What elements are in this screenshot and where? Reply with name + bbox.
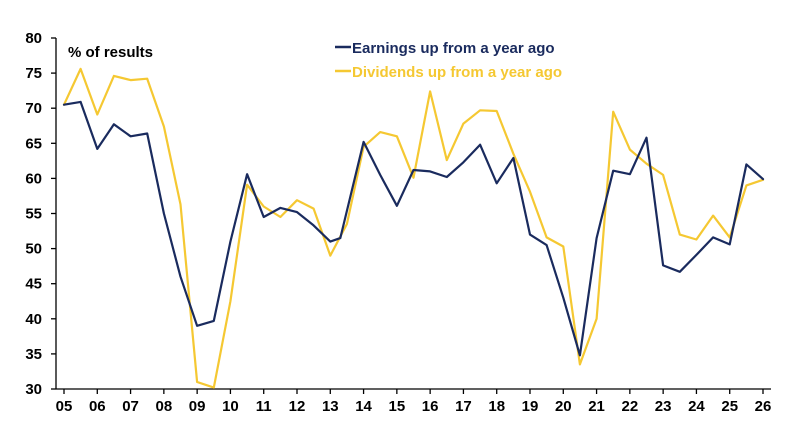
x-tick-label: 24 <box>688 398 705 415</box>
x-tick-label: 07 <box>122 398 139 415</box>
series-layer <box>62 67 765 389</box>
unit-label: % of results <box>68 44 153 61</box>
y-tick-label: 30 <box>25 381 42 398</box>
series-line-dividends <box>62 67 765 389</box>
y-tick-label: 50 <box>25 241 42 258</box>
y-axis: 30 35 40 45 50 55 60 65 70 75 80 <box>25 30 57 398</box>
x-tick-label: 05 <box>56 398 73 415</box>
x-tick-label: 26 <box>755 398 772 415</box>
y-tick-label: 55 <box>25 206 42 223</box>
series-line-earnings <box>62 100 765 357</box>
x-axis: 05 06 07 08 09 10 11 12 13 14 15 16 17 18 19 20 21 22 23 24… <box>56 388 772 415</box>
y-tick-label: 60 <box>25 170 42 187</box>
x-tick-label: 16 <box>422 398 439 415</box>
x-tick-label: 22 <box>622 398 639 415</box>
legend-label-dividends: Dividends up from a year ago <box>352 64 562 81</box>
x-tick-label: 21 <box>588 398 605 415</box>
legend: Earnings up from a year ago Dividends up… <box>335 40 562 81</box>
x-tick-label: 09 <box>189 398 206 415</box>
y-tick-label: 80 <box>25 30 42 47</box>
x-tick-label: 06 <box>89 398 106 415</box>
x-tick-label: 19 <box>522 398 539 415</box>
x-tick-label: 23 <box>655 398 672 415</box>
x-tick-label: 12 <box>289 398 306 415</box>
y-tick-label: 35 <box>25 346 42 363</box>
y-tick-label: 70 <box>25 100 42 117</box>
x-tick-label: 18 <box>488 398 505 415</box>
x-tick-label: 13 <box>322 398 339 415</box>
y-tick-label: 40 <box>25 311 42 328</box>
x-tick-label: 17 <box>455 398 472 415</box>
x-tick-label: 15 <box>389 398 406 415</box>
y-tick-label: 75 <box>25 65 42 82</box>
x-tick-label: 14 <box>355 398 372 415</box>
x-tick-label: 08 <box>156 398 173 415</box>
x-tick-label: 20 <box>555 398 572 415</box>
y-tick-label: 65 <box>25 135 42 152</box>
x-tick-label: 11 <box>256 398 272 415</box>
legend-label-earnings: Earnings up from a year ago <box>352 40 555 57</box>
y-tick-label: 45 <box>25 276 42 293</box>
x-tick-label: 10 <box>222 398 239 415</box>
x-tick-label: 25 <box>721 398 738 415</box>
